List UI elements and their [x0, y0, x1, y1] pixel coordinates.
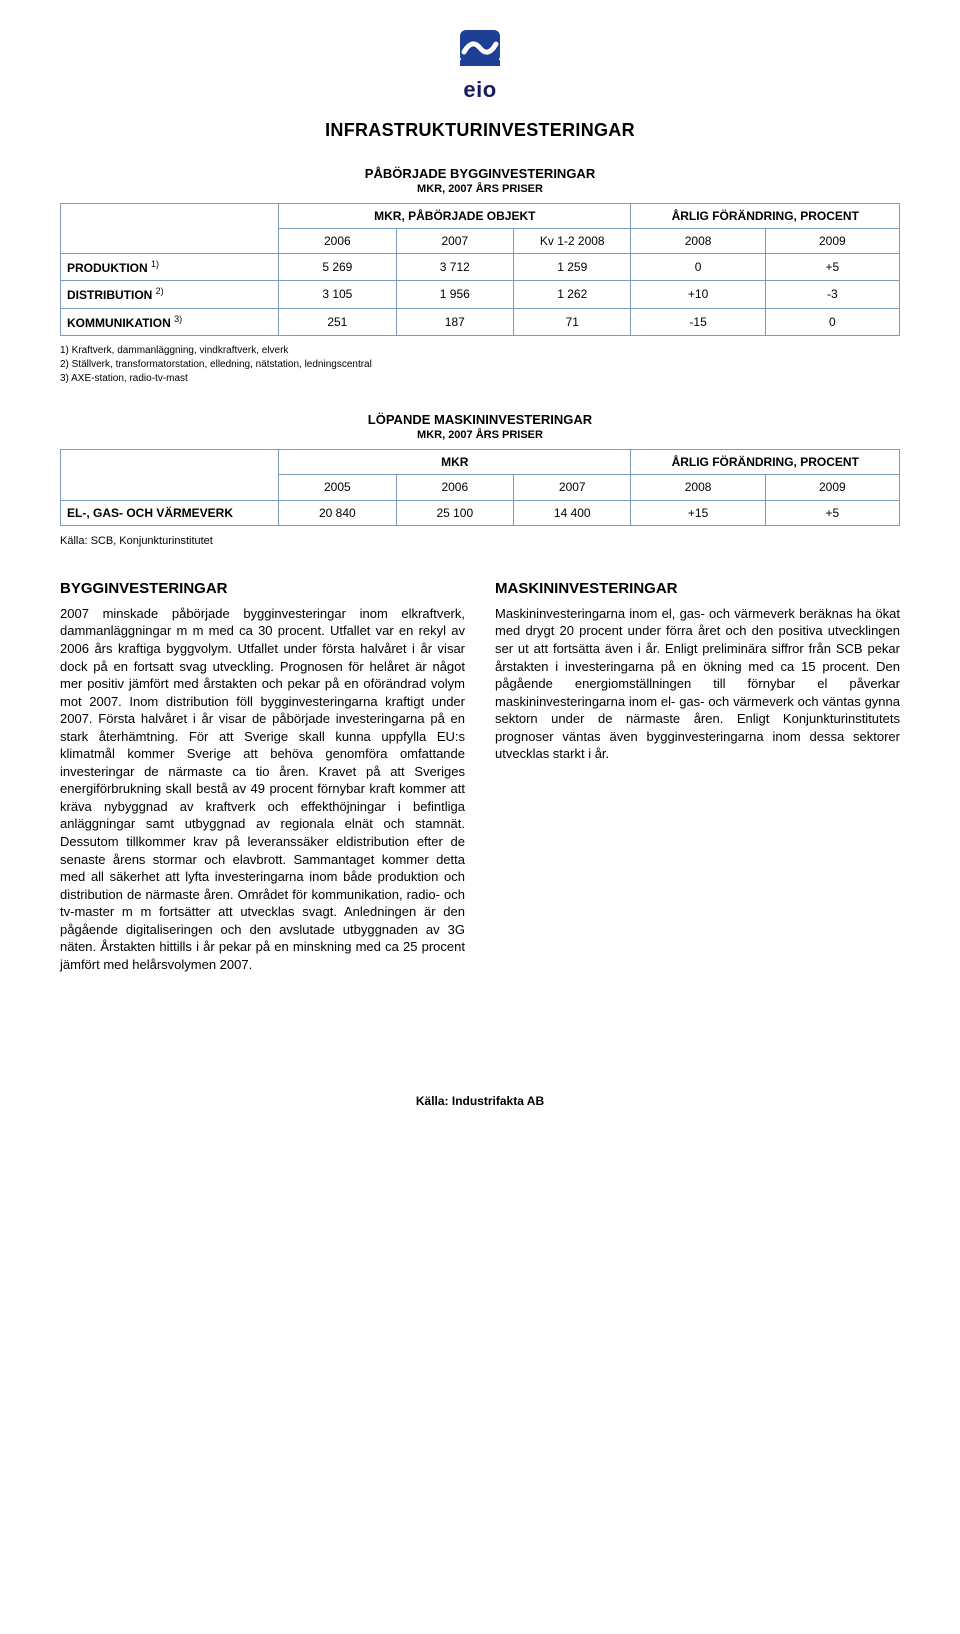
table1-col: 2007	[396, 229, 513, 254]
row-head: EL-, GAS- OCH VÄRMEVERK	[61, 500, 279, 525]
cell: +5	[765, 254, 899, 281]
page-title: INFRASTRUKTURINVESTERINGAR	[60, 118, 900, 142]
table-row: DISTRIBUTION 2)3 1051 9561 262+10-3	[61, 281, 900, 308]
cell: 0	[631, 254, 765, 281]
table-row: EL-, GAS- OCH VÄRMEVERK20 84025 10014 40…	[61, 500, 900, 525]
cell: +15	[631, 500, 765, 525]
table2-caption: LÖPANDE MASKININVESTERINGAR	[60, 411, 900, 429]
cell: 25 100	[396, 500, 513, 525]
table1-col: Kv 1-2 2008	[514, 229, 631, 254]
right-column: MASKININVESTERINGAR Maskininvesteringarn…	[495, 579, 900, 974]
brand-logo: eio	[60, 30, 900, 104]
table-row: KOMMUNIKATION 3)25118771-150	[61, 308, 900, 335]
table1-col: 2008	[631, 229, 765, 254]
cell: 1 956	[396, 281, 513, 308]
left-col-body: 2007 minskade påbörjade bygginvesteringa…	[60, 605, 465, 973]
table2-group-right: ÅRLIG FÖRÄNDRING, PROCENT	[631, 450, 900, 475]
left-col-title: BYGGINVESTERINGAR	[60, 579, 465, 599]
cell: 5 269	[279, 254, 396, 281]
cell: -3	[765, 281, 899, 308]
cell: 3 105	[279, 281, 396, 308]
wave-icon	[452, 30, 508, 77]
cell: 187	[396, 308, 513, 335]
table-row: PRODUKTION 1)5 2693 7121 2590+5	[61, 254, 900, 281]
table1-group-left: MKR, PÅBÖRJADE OBJEKT	[279, 203, 631, 228]
table1-subcaption: MKR, 2007 ÅRS PRISER	[60, 182, 900, 197]
cell: 0	[765, 308, 899, 335]
table1-footnotes: 1) Kraftverk, dammanläggning, vindkraftv…	[60, 344, 900, 385]
row-head: DISTRIBUTION 2)	[61, 281, 279, 308]
table1-caption: PÅBÖRJADE BYGGINVESTERINGAR	[60, 165, 900, 183]
table1: MKR, PÅBÖRJADE OBJEKT ÅRLIG FÖRÄNDRING, …	[60, 203, 900, 336]
footnote-line: 1) Kraftverk, dammanläggning, vindkraftv…	[60, 344, 900, 357]
table2-group-left: MKR	[279, 450, 631, 475]
table2-col: 2007	[514, 475, 631, 500]
table1-group-right: ÅRLIG FÖRÄNDRING, PROCENT	[631, 203, 900, 228]
table1-col: 2009	[765, 229, 899, 254]
cell: +10	[631, 281, 765, 308]
cell: 1 262	[514, 281, 631, 308]
table-stub	[61, 203, 279, 253]
table2-col: 2009	[765, 475, 899, 500]
right-col-body: Maskininvesteringarna inom el, gas- och …	[495, 605, 900, 763]
cell: +5	[765, 500, 899, 525]
right-col-title: MASKININVESTERINGAR	[495, 579, 900, 599]
cell: 71	[514, 308, 631, 335]
table2-col: 2006	[396, 475, 513, 500]
brand-text: eio	[60, 75, 900, 105]
table2-col: 2005	[279, 475, 396, 500]
row-head: KOMMUNIKATION 3)	[61, 308, 279, 335]
footnote-line: 3) AXE-station, radio-tv-mast	[60, 372, 900, 385]
table2-col: 2008	[631, 475, 765, 500]
table1-col: 2006	[279, 229, 396, 254]
footer-source: Källa: Industrifakta AB	[60, 1093, 900, 1109]
cell: 251	[279, 308, 396, 335]
table2-source: Källa: SCB, Konjunkturinstitutet	[60, 534, 900, 549]
cell: 3 712	[396, 254, 513, 281]
table2: MKR ÅRLIG FÖRÄNDRING, PROCENT 2005 2006 …	[60, 449, 900, 526]
footnote-line: 2) Ställverk, transformatorstation, elle…	[60, 358, 900, 371]
left-column: BYGGINVESTERINGAR 2007 minskade påbörjad…	[60, 579, 465, 974]
table2-subcaption: MKR, 2007 ÅRS PRISER	[60, 428, 900, 443]
body-columns: BYGGINVESTERINGAR 2007 minskade påbörjad…	[60, 579, 900, 974]
cell: -15	[631, 308, 765, 335]
table-stub	[61, 450, 279, 500]
cell: 1 259	[514, 254, 631, 281]
cell: 14 400	[514, 500, 631, 525]
row-head: PRODUKTION 1)	[61, 254, 279, 281]
cell: 20 840	[279, 500, 396, 525]
